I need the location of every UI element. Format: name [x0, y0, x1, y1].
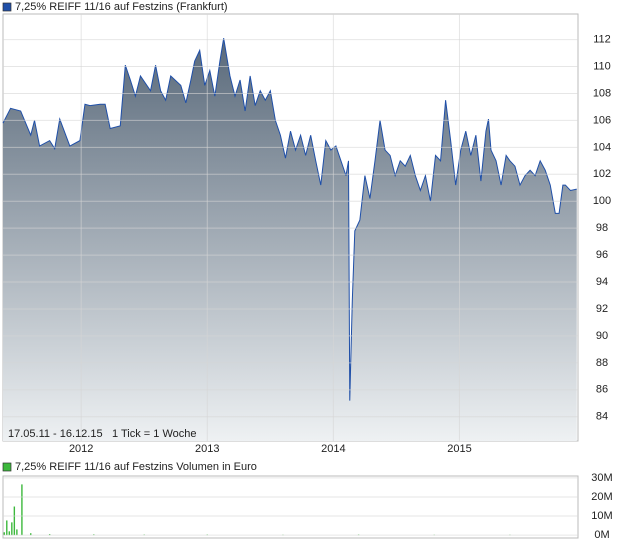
- y-tick-label: 98: [596, 222, 608, 234]
- volume-bar: [8, 531, 11, 536]
- y-tick-label: 92: [596, 303, 608, 315]
- y-tick-label: 84: [596, 411, 608, 423]
- x-tick-label: 2015: [447, 443, 471, 455]
- y-tick-label: 106: [593, 114, 611, 126]
- volume-bar: [30, 533, 32, 536]
- y-tick-label: 100: [593, 195, 611, 207]
- area-fill: [3, 38, 577, 441]
- y-tick-label: 108: [593, 87, 611, 99]
- y-tick-label: 10M: [591, 510, 612, 522]
- price-line: [2, 38, 577, 401]
- annotation: 17.05.11 - 16.12.15: [8, 428, 103, 440]
- volume-bar: [6, 520, 8, 536]
- y-tick-label: 102: [593, 168, 611, 180]
- y-tick-label: 90: [596, 330, 608, 342]
- volume-bar: [3, 532, 5, 536]
- volume-bar: [13, 506, 16, 536]
- y-tick-label: 30M: [591, 472, 612, 484]
- y-tick-label: 0M: [594, 529, 609, 541]
- y-tick-label: 20M: [591, 491, 612, 503]
- plot-area: [2, 475, 579, 539]
- y-tick-label: 86: [596, 384, 608, 396]
- y-tick-label: 104: [593, 141, 611, 153]
- x-tick-label: 2013: [195, 443, 219, 455]
- x-tick-label: 2012: [69, 443, 93, 455]
- annotation: 1 Tick = 1 Woche: [112, 428, 196, 440]
- volume-bar: [21, 484, 23, 536]
- y-tick-label: 112: [593, 33, 611, 45]
- volume-bar: [16, 529, 18, 536]
- volume-bar: [11, 522, 13, 536]
- y-tick-label: 110: [593, 60, 611, 72]
- legend-swatch: [2, 2, 12, 12]
- x-tick-label: 2014: [321, 443, 345, 455]
- y-tick-label: 88: [596, 357, 608, 369]
- y-tick-label: 94: [596, 276, 608, 288]
- legend-label: 7,25% REIFF 11/16 auf Festzins Volumen i…: [15, 461, 257, 473]
- y-tick-label: 96: [596, 249, 608, 261]
- legend-swatch: [2, 462, 12, 472]
- legend-label: 7,25% REIFF 11/16 auf Festzins (Frankfur…: [15, 1, 228, 13]
